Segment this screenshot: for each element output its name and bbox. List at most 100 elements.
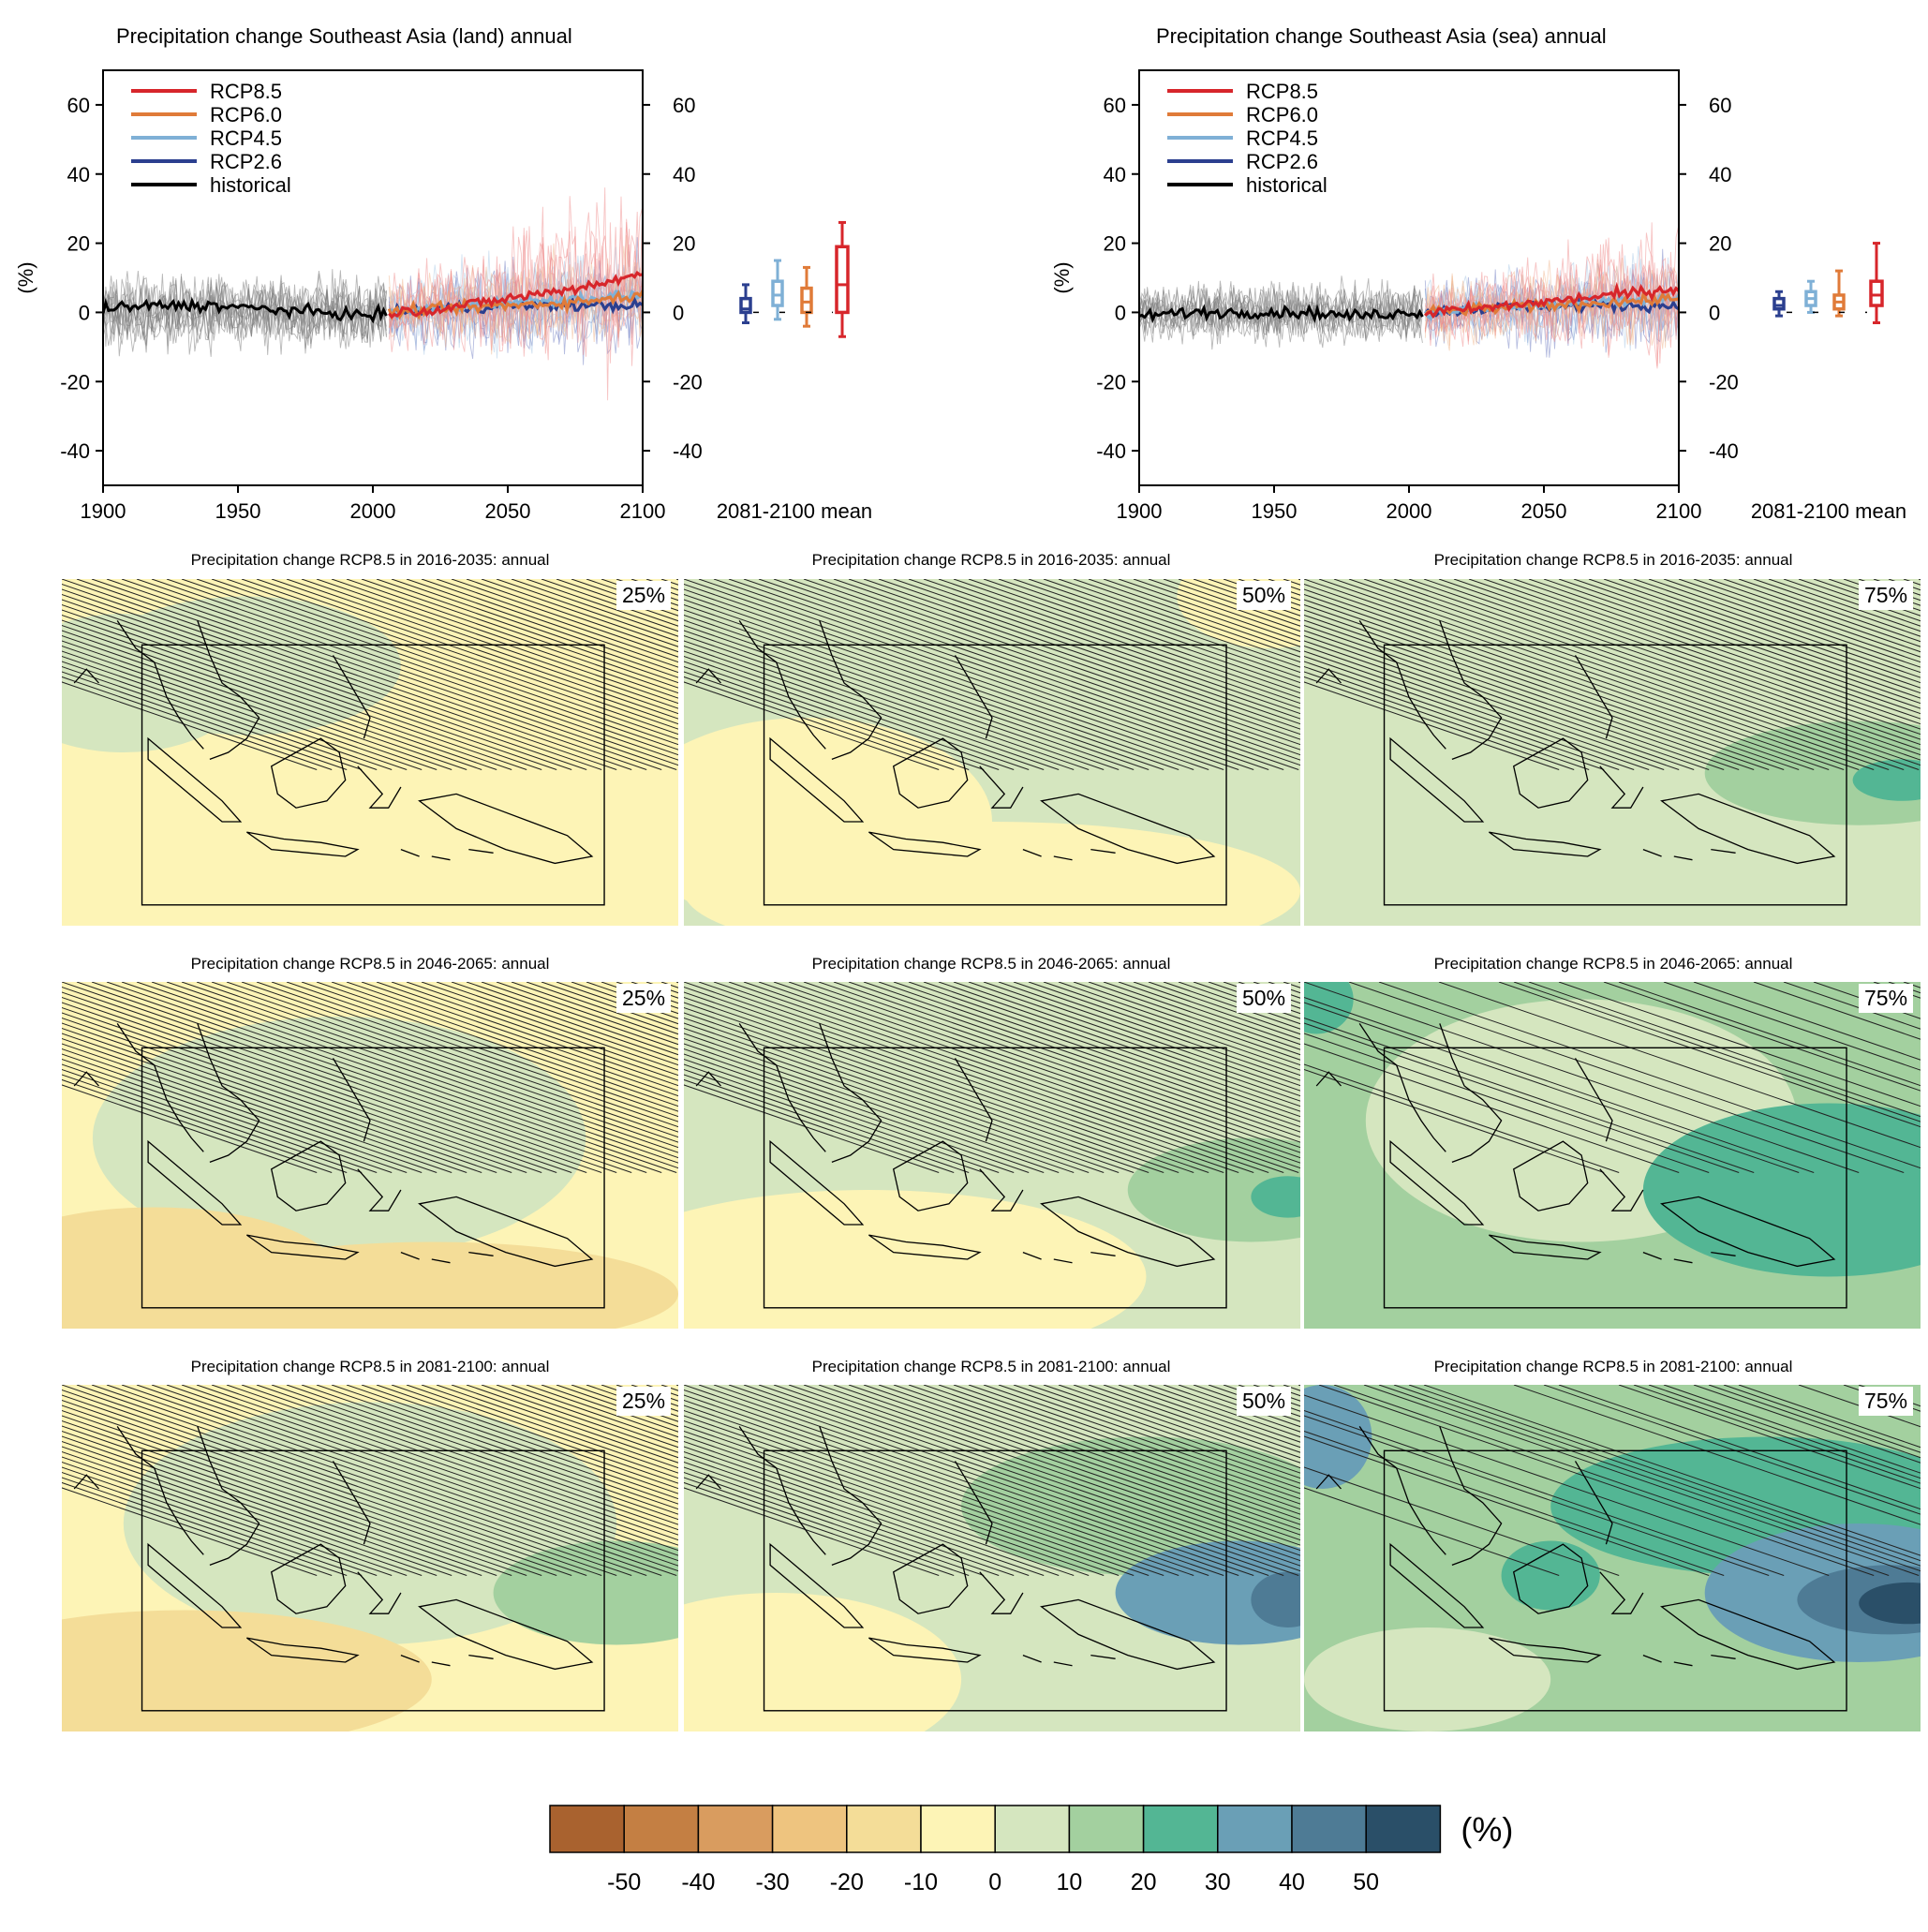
coastline	[1512, 1140, 1589, 1211]
hatch-line	[62, 599, 557, 770]
hatch-line	[62, 1456, 408, 1576]
hatch-line	[181, 1385, 678, 1556]
hatch-line	[1663, 982, 1921, 1071]
hatch-line	[151, 1385, 678, 1567]
plot-area	[103, 187, 643, 401]
percentile-label-r2c2: 50%	[1237, 984, 1292, 1013]
hatch-line	[983, 579, 1300, 689]
hatch-line	[968, 982, 1300, 1097]
hatch-line	[863, 982, 1300, 1133]
coastline	[1358, 620, 1446, 750]
hatch-line	[728, 1385, 1284, 1576]
hatch-line	[166, 1385, 678, 1562]
map-title-r1c3: Precipitation change RCP8.5 in 2016-2035…	[1433, 551, 1793, 569]
hatch-line	[1304, 614, 1755, 770]
hatch-line	[62, 665, 363, 770]
hatch-line	[684, 1409, 1164, 1576]
hatch-line	[62, 1033, 467, 1173]
x-tick-label: 2100	[620, 499, 666, 523]
hatch-line	[62, 1409, 542, 1576]
hatch-line	[1304, 1033, 1710, 1173]
hatch-line	[684, 1002, 1179, 1173]
hatch-line	[511, 1385, 678, 1443]
hatch-line	[62, 634, 452, 770]
hatch-line	[481, 1385, 678, 1453]
region-box	[1383, 1449, 1847, 1712]
x-tick-label: 1950	[1252, 499, 1298, 523]
hatch-line	[1513, 1385, 1921, 1525]
hatch-line	[136, 982, 678, 1169]
coastline	[197, 1023, 260, 1164]
coastline	[979, 765, 1024, 809]
contour-region	[1501, 1540, 1600, 1611]
hatch-line	[684, 624, 1105, 770]
hatch-line	[684, 579, 1239, 770]
hatch-line	[684, 1037, 1075, 1173]
x-tick-label: 1900	[1117, 499, 1163, 523]
percentile-label-r3c3: 75%	[1859, 1387, 1914, 1416]
hatch-line	[1348, 982, 1905, 1173]
hatch-line	[1408, 1385, 1921, 1562]
hatch-line	[1028, 1385, 1300, 1479]
hatch-line	[698, 579, 1254, 770]
hatch-line	[241, 982, 678, 1133]
coastline	[116, 1426, 204, 1555]
hatch-line	[1304, 1394, 1830, 1576]
y-tick-label-right: 0	[1709, 301, 1720, 324]
hatch-line	[226, 579, 678, 736]
hatch-line	[76, 1385, 632, 1576]
coastline	[246, 1234, 360, 1260]
hatch-line	[62, 1389, 602, 1576]
hatch-line	[803, 1385, 1300, 1556]
hatch-line	[62, 1481, 333, 1576]
hatch-line	[968, 579, 1300, 694]
coastline	[400, 1654, 494, 1667]
hatch-line	[1693, 982, 1921, 1061]
percentile-label-r3c1: 25%	[616, 1387, 672, 1416]
colorbar-swatch	[920, 1805, 996, 1853]
contour-region	[493, 1540, 678, 1645]
scenario-ensemble-member	[388, 187, 643, 401]
hatch-line	[62, 583, 602, 770]
coastline	[892, 737, 969, 809]
coastline	[270, 1543, 347, 1614]
hatch-line	[1423, 579, 1921, 751]
hatch-line	[1163, 982, 1300, 1030]
y-tick-label-left: -20	[60, 370, 90, 394]
hatch-line	[684, 630, 1090, 770]
hatch-line	[1193, 1385, 1300, 1422]
coastline	[954, 1058, 993, 1142]
x-tick-label: 2000	[350, 499, 396, 523]
coastline	[1489, 831, 1602, 857]
hatch-line	[684, 614, 1135, 770]
coastline	[819, 1023, 882, 1164]
historical-ensemble-member	[103, 286, 387, 347]
y-tick-label-right: 20	[1709, 232, 1731, 256]
x-tick-label: 1950	[215, 499, 261, 523]
hatch-line	[908, 982, 1300, 1118]
hatch-line	[788, 579, 1300, 756]
hatch-line	[684, 650, 1030, 770]
contour-region	[1859, 1582, 1921, 1625]
hatch-line	[1333, 579, 1890, 770]
coastline	[147, 1139, 243, 1226]
y-tick-label-right: 40	[1709, 163, 1731, 186]
colorbar-tick-label: 10	[1056, 1869, 1082, 1895]
hatch-line	[863, 1385, 1300, 1536]
hatch-line	[62, 1425, 497, 1576]
hatch-line	[62, 1415, 527, 1576]
colorbar-tick-label: 40	[1279, 1869, 1305, 1895]
hatch-line	[256, 579, 678, 725]
contour-region	[684, 1593, 962, 1731]
hatch-line	[1304, 603, 1785, 770]
hatch-line	[684, 1446, 1060, 1576]
hatch-line	[1723, 579, 1921, 647]
hatch-line	[106, 982, 662, 1173]
hatch-line	[1618, 579, 1921, 684]
coastline	[738, 1023, 826, 1152]
percentile-label-r1c3: 75%	[1859, 581, 1914, 610]
hatch-line	[773, 982, 1300, 1164]
hatch-line	[136, 1385, 678, 1572]
hatch-line	[106, 1385, 662, 1576]
